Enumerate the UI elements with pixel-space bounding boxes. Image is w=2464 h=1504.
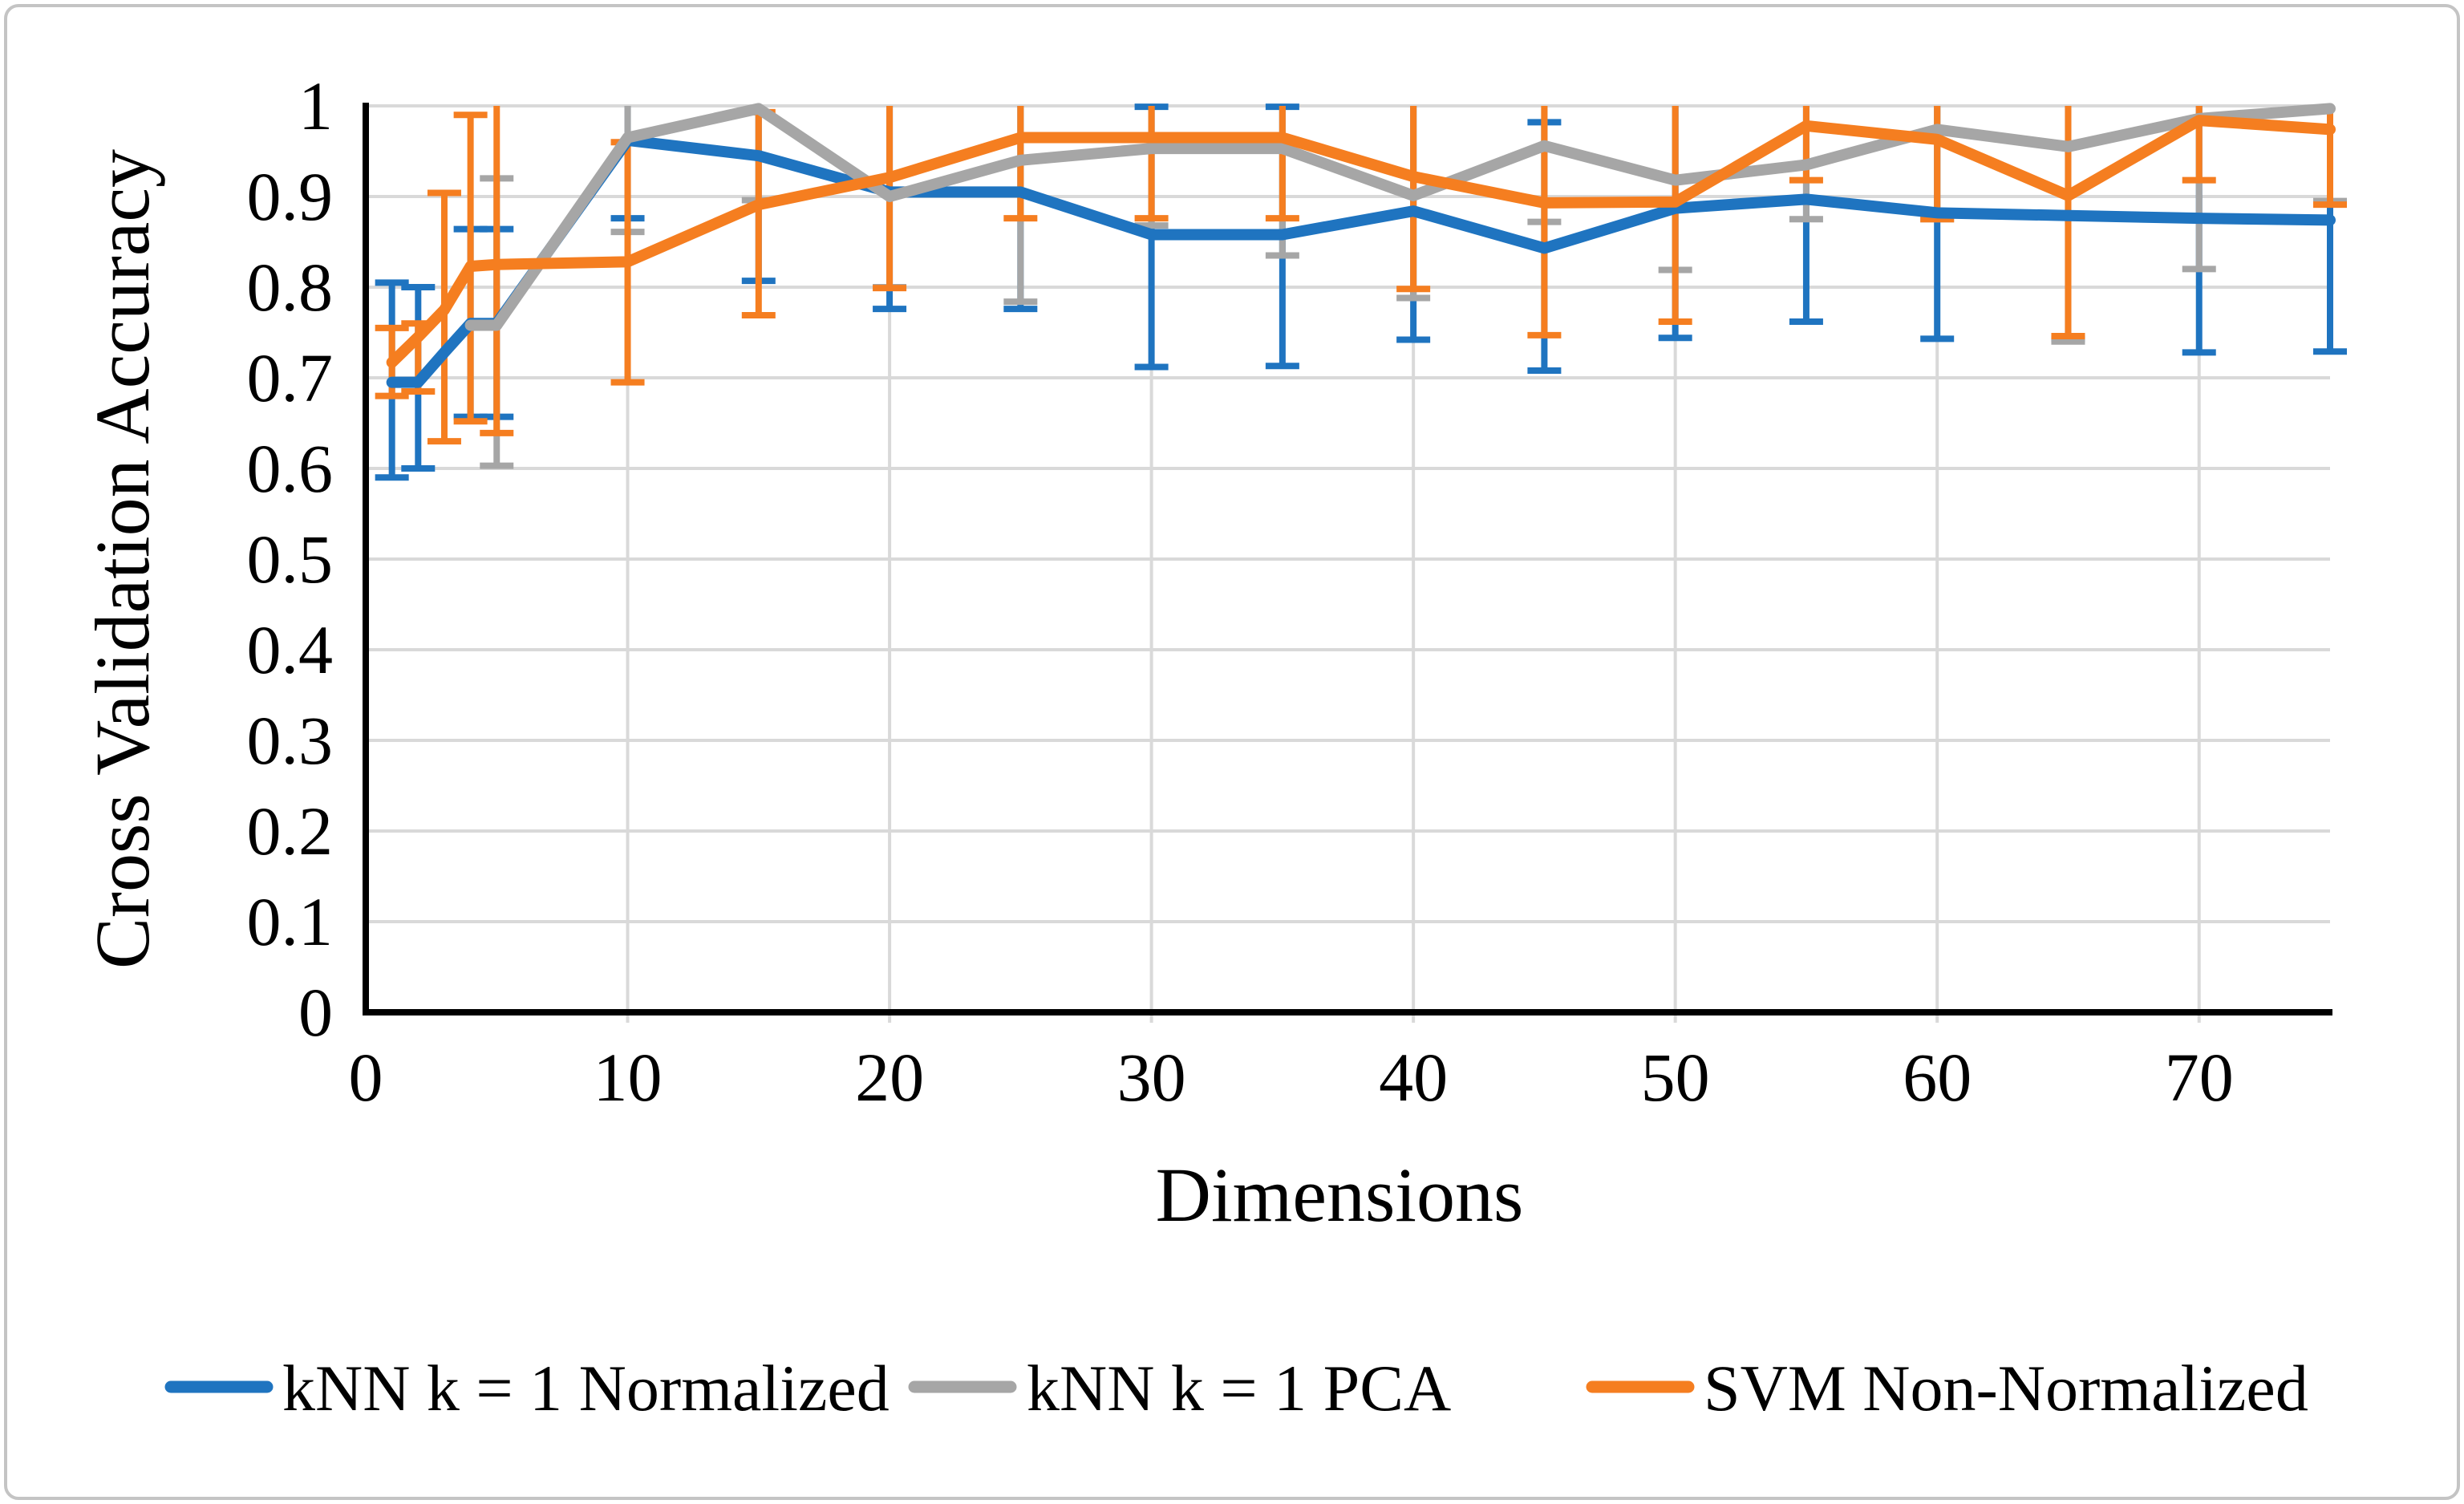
y-tick-label: 0.8: [247, 249, 334, 326]
x-tick-label: 10: [594, 1039, 663, 1116]
y-tick-label: 0: [298, 974, 333, 1051]
y-tick-label: 0.5: [247, 521, 334, 598]
x-tick-labels: 0 10 20 30 40 50 60 70: [349, 1039, 2234, 1116]
x-axis-title: Dimensions: [1156, 1152, 1524, 1238]
x-tick-label: 20: [855, 1039, 924, 1116]
y-tick-label: 0.4: [247, 611, 334, 688]
legend-item-svm-non-normalized: SVM Non-Normalized: [1586, 1352, 2308, 1425]
legend-label-svm-non-normalized: SVM Non-Normalized: [1704, 1352, 2308, 1425]
y-tick-label: 0.9: [247, 158, 334, 235]
chart-border: [4, 4, 2460, 1500]
y-tick-label: 0.2: [247, 793, 334, 870]
legend-label-knn-k-1-pca: kNN k = 1 PCA: [1027, 1352, 1451, 1425]
y-tick-label: 0.1: [247, 883, 334, 960]
legend: kNN k = 1 Normalized kNN k = 1 PCA SVM Non…: [164, 1352, 2308, 1425]
y-tick-label: 1: [298, 67, 333, 144]
legend-label-knn-k-1-normalized: kNN k = 1 Normalized: [282, 1352, 890, 1425]
y-axis-title: Cross Validation Accuracy: [79, 149, 165, 969]
x-tick-label: 40: [1379, 1039, 1448, 1116]
x-tick-label: 30: [1117, 1039, 1186, 1116]
x-tick-label: 50: [1641, 1039, 1710, 1116]
y-tick-label: 0.3: [247, 702, 334, 779]
x-tick-label: 70: [2165, 1039, 2234, 1116]
axes: [363, 103, 2332, 1016]
series-line-svm-non-normalized: [386, 115, 2336, 368]
x-tick-label: 0: [349, 1039, 383, 1116]
y-tick-labels: 1 0.9 0.8 0.7 0.6 0.5 0.4 0.3 0.2 0.1 0: [247, 67, 334, 1051]
legend-item-knn-k-1-pca: kNN k = 1 PCA: [908, 1352, 1451, 1425]
legend-item-knn-k-1-normalized: kNN k = 1 Normalized: [164, 1352, 890, 1425]
series-line-knn-k-1-pca: [464, 103, 2336, 331]
x-tick-label: 60: [1903, 1039, 1972, 1116]
y-tick-label: 0.7: [247, 339, 334, 416]
y-tick-label: 0.6: [247, 430, 334, 507]
